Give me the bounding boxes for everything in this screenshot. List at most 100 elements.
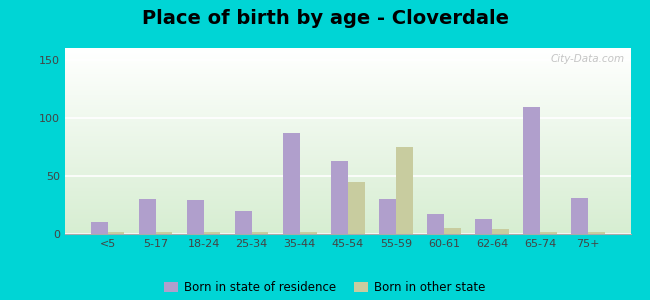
- Bar: [65, 123, 630, 124]
- Bar: [65, 103, 630, 104]
- Bar: [65, 193, 630, 194]
- Bar: [65, 55, 630, 56]
- Bar: [65, 88, 630, 89]
- Bar: [65, 131, 630, 132]
- Bar: [540, 232, 557, 234]
- Bar: [65, 119, 630, 120]
- Bar: [65, 232, 630, 233]
- Bar: [65, 229, 630, 230]
- Bar: [65, 65, 630, 66]
- Bar: [571, 198, 588, 234]
- Bar: [65, 231, 630, 232]
- Bar: [65, 64, 630, 65]
- Bar: [65, 152, 630, 153]
- Bar: [65, 178, 630, 179]
- Bar: [65, 217, 630, 218]
- Bar: [65, 185, 630, 186]
- Bar: [65, 87, 630, 88]
- Bar: [65, 108, 630, 110]
- Bar: [187, 200, 203, 234]
- Bar: [155, 232, 172, 234]
- Bar: [65, 63, 630, 64]
- Bar: [65, 209, 630, 210]
- Bar: [65, 208, 630, 209]
- Bar: [65, 122, 630, 123]
- Bar: [235, 211, 252, 234]
- Bar: [65, 92, 630, 93]
- Bar: [65, 215, 630, 216]
- Bar: [91, 222, 107, 234]
- Bar: [65, 170, 630, 171]
- Bar: [65, 85, 630, 86]
- Bar: [65, 129, 630, 130]
- Bar: [138, 199, 155, 234]
- Bar: [396, 147, 413, 234]
- Bar: [588, 232, 604, 234]
- Bar: [65, 142, 630, 143]
- Bar: [65, 105, 630, 106]
- Bar: [65, 106, 630, 107]
- Bar: [65, 84, 630, 85]
- Bar: [65, 218, 630, 219]
- Bar: [65, 56, 630, 57]
- Bar: [331, 161, 348, 234]
- Legend: Born in state of residence, Born in other state: Born in state of residence, Born in othe…: [164, 281, 486, 294]
- Bar: [65, 186, 630, 187]
- Bar: [65, 204, 630, 205]
- Bar: [65, 196, 630, 197]
- Bar: [65, 82, 630, 83]
- Bar: [523, 107, 540, 234]
- Bar: [65, 127, 630, 128]
- Bar: [65, 113, 630, 114]
- Bar: [65, 207, 630, 208]
- Bar: [65, 194, 630, 195]
- Bar: [65, 132, 630, 133]
- Bar: [65, 61, 630, 62]
- Bar: [65, 147, 630, 148]
- Bar: [65, 163, 630, 164]
- Bar: [65, 76, 630, 77]
- Bar: [65, 177, 630, 178]
- Bar: [65, 144, 630, 145]
- Bar: [65, 51, 630, 52]
- Bar: [65, 95, 630, 96]
- Bar: [65, 72, 630, 73]
- Bar: [65, 162, 630, 163]
- Bar: [65, 203, 630, 204]
- Bar: [65, 149, 630, 150]
- Bar: [65, 96, 630, 97]
- Bar: [65, 187, 630, 188]
- Bar: [65, 167, 630, 168]
- Bar: [65, 166, 630, 167]
- Bar: [65, 199, 630, 200]
- Bar: [65, 50, 630, 51]
- Bar: [65, 191, 630, 192]
- Bar: [65, 53, 630, 54]
- Bar: [65, 214, 630, 215]
- Bar: [475, 219, 492, 234]
- Bar: [65, 195, 630, 196]
- Bar: [65, 60, 630, 61]
- Bar: [65, 168, 630, 169]
- Bar: [65, 98, 630, 99]
- Bar: [65, 111, 630, 112]
- Bar: [65, 140, 630, 141]
- Bar: [65, 184, 630, 185]
- Bar: [65, 179, 630, 180]
- Bar: [65, 67, 630, 68]
- Bar: [65, 136, 630, 137]
- Bar: [65, 219, 630, 220]
- Bar: [65, 59, 630, 60]
- Bar: [65, 154, 630, 155]
- Bar: [65, 57, 630, 58]
- Bar: [65, 224, 630, 225]
- Bar: [65, 182, 630, 183]
- Bar: [65, 112, 630, 113]
- Bar: [65, 143, 630, 144]
- Bar: [65, 141, 630, 142]
- Bar: [65, 233, 630, 234]
- Bar: [65, 97, 630, 98]
- Bar: [65, 222, 630, 223]
- Bar: [65, 118, 630, 119]
- Bar: [65, 114, 630, 115]
